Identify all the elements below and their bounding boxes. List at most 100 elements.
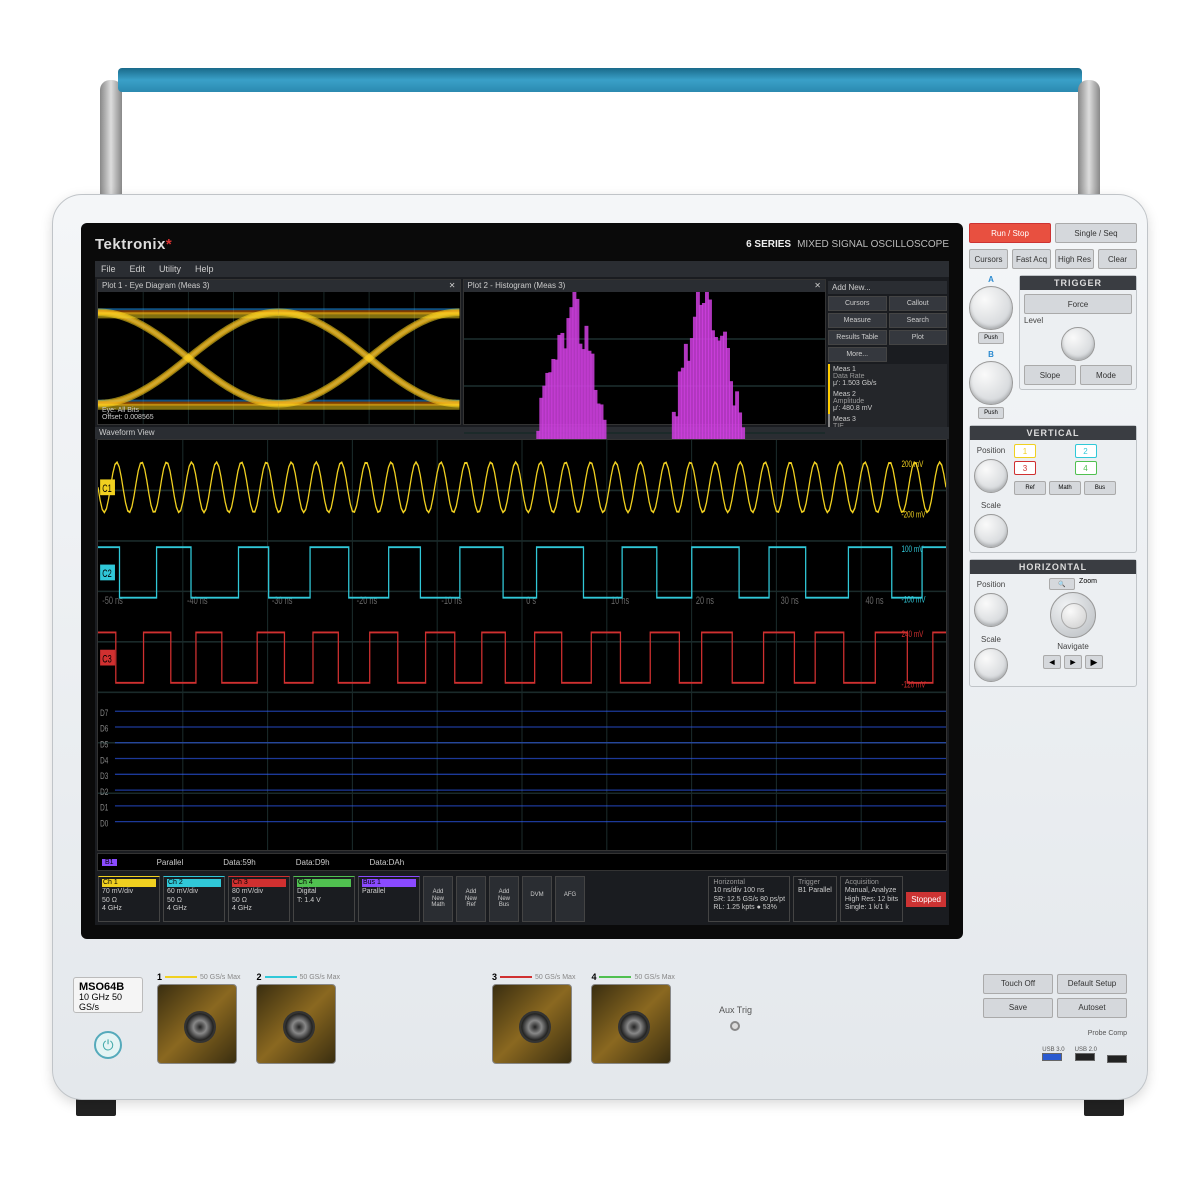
push-a[interactable]: Push [978, 332, 1004, 344]
horizontal-status[interactable]: Horizontal10 ns/div 100 nsSR: 12.5 GS/s … [708, 876, 790, 922]
force-trigger-button[interactable]: Force [1024, 294, 1132, 314]
vertical-scale-knob[interactable] [974, 514, 1008, 548]
add-button[interactable]: AFG [555, 876, 585, 922]
channel-3-input[interactable]: 350 GS/s Max [492, 972, 575, 1064]
fast-acq-button[interactable]: Fast Acq [1012, 249, 1051, 269]
sidepanel-results-table[interactable]: Results Table [828, 330, 887, 345]
nav-play-button[interactable]: ► [1064, 655, 1082, 669]
channel-badge[interactable]: Ch 260 mV/div50 Ω4 GHz [163, 876, 225, 922]
brand-logo: Tektronix* [95, 236, 172, 253]
usb2-port-2[interactable] [1107, 1055, 1127, 1063]
foot-left [76, 1098, 116, 1116]
menu-utility[interactable]: Utility [159, 264, 181, 274]
horizontal-scale-knob[interactable] [974, 648, 1008, 682]
pan-zoom-knob[interactable] [1050, 592, 1096, 638]
zoom-button[interactable]: 🔍 [1049, 578, 1075, 590]
svg-text:D3: D3 [100, 771, 109, 782]
channel-3-button[interactable]: 3 [1014, 461, 1036, 475]
acquisition-status: Stopped [906, 892, 946, 907]
front-panel: MSO64B 10 GHz 50 GS/s ⏻ 150 GS/s Max250 … [73, 947, 1127, 1089]
multipurpose-knob-a[interactable] [969, 286, 1013, 330]
svg-text:30 ns: 30 ns [781, 593, 799, 606]
trigger-slope-button[interactable]: Slope [1024, 365, 1076, 385]
sidepanel-callout[interactable]: Callout [889, 296, 948, 311]
multipurpose-knob-b[interactable] [969, 361, 1013, 405]
single-seq-button[interactable]: Single / Seq [1055, 223, 1137, 243]
vertical-position-knob[interactable] [974, 459, 1008, 493]
measurement-badge[interactable]: Meas 1Data Rateμ': 1.503 Gb/s [828, 364, 947, 389]
svg-text:-20 ns: -20 ns [357, 593, 378, 606]
svg-text:C2: C2 [102, 567, 111, 580]
channel-4-button[interactable]: 4 [1075, 461, 1097, 475]
trigger-mode-button[interactable]: Mode [1080, 365, 1132, 385]
bus-button[interactable]: Bus [1084, 481, 1116, 495]
svg-text:C3: C3 [102, 652, 111, 665]
push-b[interactable]: Push [978, 407, 1004, 419]
save-button[interactable]: Save [983, 998, 1053, 1018]
foot-right [1084, 1098, 1124, 1116]
add-button[interactable]: AddNewMath [423, 876, 453, 922]
add-button[interactable]: AddNewRef [456, 876, 486, 922]
channel-2-button[interactable]: 2 [1075, 444, 1097, 458]
svg-text:-100 mV: -100 mV [901, 594, 925, 605]
channel-4-input[interactable]: 450 GS/s Max [591, 972, 674, 1064]
svg-text:-120 mV: -120 mV [901, 679, 925, 690]
svg-text:D5: D5 [100, 739, 109, 750]
ref-button[interactable]: Ref [1014, 481, 1046, 495]
channel-badge[interactable]: Ch 380 mV/div50 Ω4 GHz [228, 876, 290, 922]
sidepanel-search[interactable]: Search [889, 313, 948, 328]
svg-text:40 ns: 40 ns [865, 593, 883, 606]
touchscreen[interactable]: File Edit Utility Help Plot 1 - Eye Diagram… [95, 261, 949, 925]
power-button[interactable]: ⏻ [94, 1031, 122, 1059]
plot-histogram[interactable]: Plot 2 - Histogram (Meas 3)✕ [463, 279, 827, 425]
channel-badge[interactable]: Ch 4DigitalT: 1.4 V [293, 876, 355, 922]
sidepanel-plot[interactable]: Plot [889, 330, 948, 345]
bottom-bar: Ch 170 mV/div50 Ω4 GHzCh 260 mV/div50 Ω4… [95, 873, 949, 925]
trigger-status[interactable]: TriggerB1 Parallel [793, 876, 837, 922]
menu-help[interactable]: Help [195, 264, 214, 274]
usb3-port[interactable] [1042, 1053, 1062, 1061]
svg-text:C1: C1 [102, 481, 111, 494]
instrument-chassis: Tektronix* 6 SERIESMIXED SIGNAL OSCILLOS… [52, 194, 1148, 1100]
screen-bezel: Tektronix* 6 SERIESMIXED SIGNAL OSCILLOS… [81, 223, 963, 939]
run-stop-button[interactable]: Run / Stop [969, 223, 1051, 243]
svg-text:D6: D6 [100, 724, 109, 735]
channel-1-input[interactable]: 150 GS/s Max [157, 972, 240, 1064]
svg-text:D2: D2 [100, 787, 109, 798]
autoset-button[interactable]: Autoset [1057, 998, 1127, 1018]
cursors-button[interactable]: Cursors [969, 249, 1008, 269]
svg-text:D1: D1 [100, 802, 109, 813]
plot-eye-diagram[interactable]: Plot 1 - Eye Diagram (Meas 3)✕ Eye: All … [97, 279, 461, 425]
menu-bar[interactable]: File Edit Utility Help [95, 261, 949, 277]
aux-trig-port[interactable] [730, 1021, 740, 1031]
nav-next-button[interactable]: ▶ [1085, 655, 1103, 669]
add-button[interactable]: AddNewBus [489, 876, 519, 922]
channel-badge[interactable]: Ch 170 mV/div50 Ω4 GHz [98, 876, 160, 922]
trigger-level-knob[interactable] [1061, 327, 1095, 361]
channel-2-input[interactable]: 250 GS/s Max [256, 972, 339, 1064]
bus-id-badge: B1 [102, 859, 117, 866]
horizontal-position-knob[interactable] [974, 593, 1008, 627]
menu-file[interactable]: File [101, 264, 116, 274]
svg-text:20 ns: 20 ns [696, 593, 714, 606]
sidepanel-cursors[interactable]: Cursors [828, 296, 887, 311]
acquisition-status[interactable]: AcquisitionManual, AnalyzeHigh Res: 12 b… [840, 876, 903, 922]
clear-button[interactable]: Clear [1098, 249, 1137, 269]
sidepanel-more-[interactable]: More... [828, 347, 887, 362]
nav-prev-button[interactable]: ◄ [1043, 655, 1061, 669]
waveform-view[interactable]: -50 ns-40 ns-30 ns-20 ns-10 ns0 s10 ns20… [97, 439, 947, 851]
channel-badge[interactable]: Bus 1Parallel [358, 876, 420, 922]
parallel-bus-bar[interactable]: B1 Parallel Data:59h Data:D9h Data:DAh [97, 853, 947, 871]
sidepanel-measure[interactable]: Measure [828, 313, 887, 328]
touch-off-button[interactable]: Touch Off [983, 974, 1053, 994]
channel-1-button[interactable]: 1 [1014, 444, 1036, 458]
add-button[interactable]: DVM [522, 876, 552, 922]
default-setup-button[interactable]: Default Setup [1057, 974, 1127, 994]
menu-edit[interactable]: Edit [130, 264, 146, 274]
svg-text:240 mV: 240 mV [901, 629, 923, 640]
high-res-button[interactable]: High Res [1055, 249, 1094, 269]
model-badge: MSO64B 10 GHz 50 GS/s [73, 977, 143, 1013]
usb2-port[interactable] [1075, 1053, 1095, 1061]
measurement-badge[interactable]: Meas 2Amplitudeμ': 480.8 mV [828, 389, 947, 414]
math-button[interactable]: Math [1049, 481, 1081, 495]
